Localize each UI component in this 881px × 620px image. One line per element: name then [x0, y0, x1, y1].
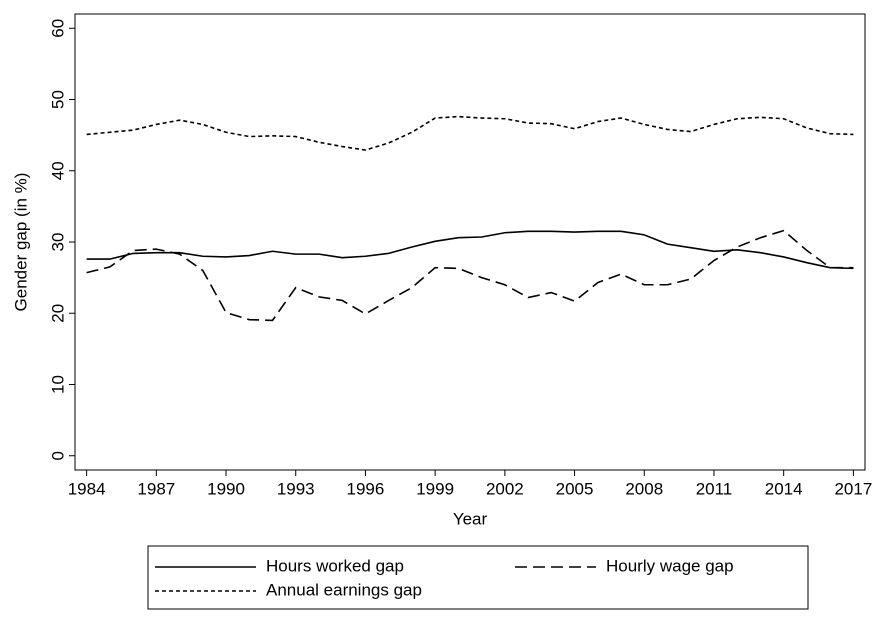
series-line — [86, 229, 854, 322]
y-tick-label: 60 — [48, 19, 67, 38]
x-tick-label: 2002 — [486, 479, 524, 498]
legend-label: Hours worked gap — [266, 556, 404, 575]
y-tick-label: 30 — [48, 233, 67, 252]
x-tick-label: 1996 — [347, 479, 385, 498]
y-tick-label: 0 — [48, 451, 67, 460]
x-tick-label: 2017 — [834, 479, 872, 498]
x-tick-label: 1990 — [207, 479, 245, 498]
x-tick-label: 1984 — [68, 479, 106, 498]
y-tick-label: 50 — [48, 90, 67, 109]
x-tick-label: 2011 — [696, 479, 733, 498]
x-tick-label: 2014 — [765, 479, 803, 498]
legend — [147, 545, 809, 610]
legend-label: Hourly wage gap — [606, 556, 734, 575]
x-axis-label: Year — [453, 509, 488, 528]
plot-frame — [74, 13, 866, 471]
series-line — [86, 115, 854, 151]
legend-label: Annual earnings gap — [266, 580, 422, 599]
y-tick-label: 40 — [48, 161, 67, 180]
y-axis-label: Gender gap (in %) — [11, 173, 30, 312]
x-tick-label: 1993 — [277, 479, 315, 498]
x-tick-label: 2005 — [556, 479, 594, 498]
series-line — [86, 230, 854, 270]
x-tick-label: 2008 — [625, 479, 663, 498]
x-tick-label: 1987 — [137, 479, 175, 498]
y-tick-label: 20 — [48, 304, 67, 323]
y-tick-label: 10 — [48, 375, 67, 394]
x-tick-label: 1999 — [416, 479, 454, 498]
